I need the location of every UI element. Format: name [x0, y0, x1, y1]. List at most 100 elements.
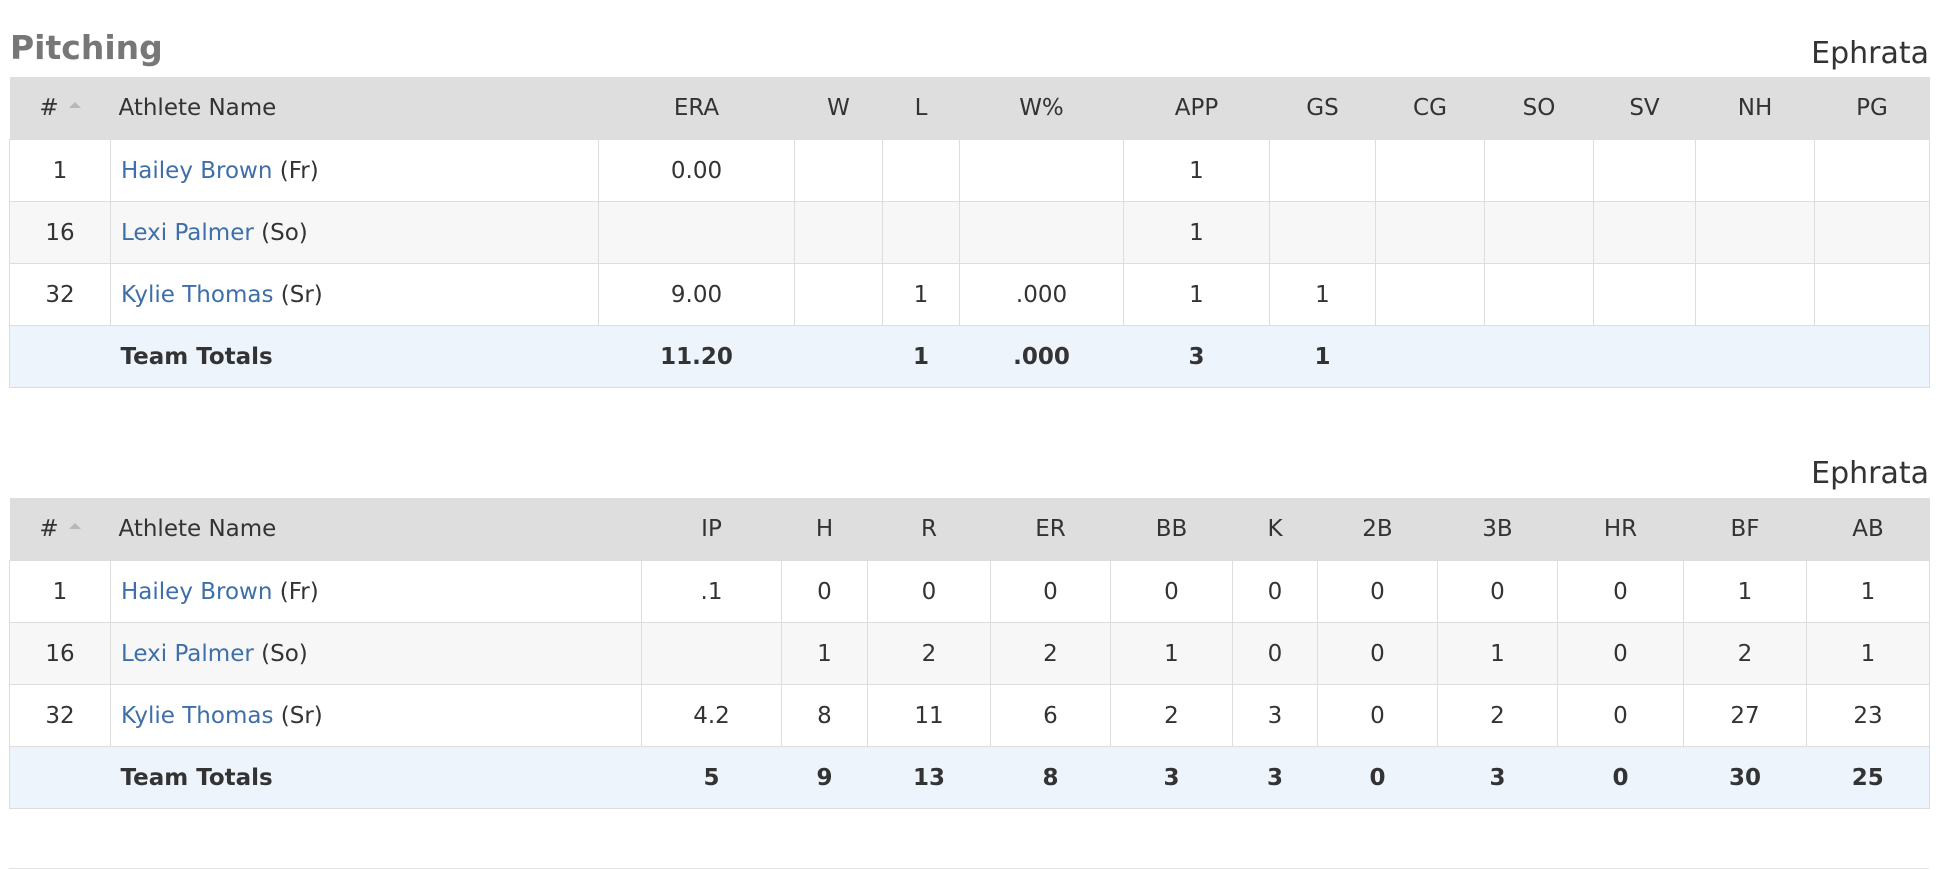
athlete-cell: Kylie Thomas (Sr) — [110, 684, 642, 747]
column-header-k[interactable]: K — [1232, 498, 1318, 561]
total-cell: 3 — [1123, 325, 1270, 388]
stat-cell — [1375, 201, 1485, 264]
stat-cell: 2 — [1683, 622, 1807, 685]
column-header-ip[interactable]: IP — [641, 498, 782, 561]
column-header-sv[interactable]: SV — [1593, 77, 1696, 140]
column-header-h[interactable]: H — [781, 498, 868, 561]
stat-cell: 1 — [1437, 622, 1558, 685]
stat-cell: 2 — [867, 622, 991, 685]
stat-cell: 1 — [1683, 560, 1807, 623]
column-header-era[interactable]: ERA — [598, 77, 795, 140]
stat-cell: 0 — [1317, 684, 1438, 747]
stat-cell — [794, 201, 883, 264]
stat-cell: 0 — [1232, 622, 1318, 685]
totals-spacer — [9, 746, 111, 809]
column-header-nh[interactable]: NH — [1695, 77, 1815, 140]
team-totals-label: Team Totals — [110, 746, 642, 809]
stat-cell: 4.2 — [641, 684, 782, 747]
table-row: 16 Lexi Palmer (So) 1 2 2 1 0 0 1 0 2 1 — [9, 622, 1930, 685]
total-cell: 25 — [1806, 746, 1930, 809]
column-header-number[interactable]: # — [9, 498, 111, 561]
column-header-number[interactable]: # — [9, 77, 111, 140]
athlete-link[interactable]: Lexi Palmer — [121, 219, 254, 246]
column-header-app[interactable]: APP — [1123, 77, 1270, 140]
athlete-link[interactable]: Kylie Thomas — [121, 281, 274, 308]
athlete-link[interactable]: Kylie Thomas — [121, 702, 274, 729]
stat-cell: 1 — [1123, 263, 1270, 326]
total-cell — [1814, 325, 1930, 388]
stat-cell: 3 — [1232, 684, 1318, 747]
stat-cell: 9.00 — [598, 263, 795, 326]
table-row: 32 Kylie Thomas (Sr) 4.2 8 11 6 2 3 0 2 … — [9, 684, 1930, 747]
athlete-link[interactable]: Lexi Palmer — [121, 640, 254, 667]
column-header-athlete-name[interactable]: Athlete Name — [110, 77, 599, 140]
sort-asc-icon[interactable] — [68, 101, 81, 108]
column-header-3b[interactable]: 3B — [1437, 498, 1558, 561]
column-header-l[interactable]: L — [882, 77, 960, 140]
column-header-w[interactable]: W — [794, 77, 883, 140]
column-header-r[interactable]: R — [867, 498, 991, 561]
total-cell: 13 — [867, 746, 991, 809]
column-header-2b[interactable]: 2B — [1317, 498, 1438, 561]
total-cell: 3 — [1232, 746, 1318, 809]
stat-cell — [1484, 139, 1594, 202]
stat-cell: 1 — [781, 622, 868, 685]
athlete-class: (Sr) — [280, 702, 323, 729]
stat-cell — [794, 139, 883, 202]
column-header-bf[interactable]: BF — [1683, 498, 1807, 561]
column-header-so[interactable]: SO — [1484, 77, 1594, 140]
total-cell — [794, 325, 883, 388]
total-cell: 11.20 — [598, 325, 795, 388]
stat-cell: 1 — [1110, 622, 1233, 685]
table-row: 32 Kylie Thomas (Sr) 9.00 1 .000 1 1 — [9, 263, 1930, 326]
stat-cell: 0 — [1110, 560, 1233, 623]
athlete-cell: Lexi Palmer (So) — [110, 622, 642, 685]
table-row: 1 Hailey Brown (Fr) .1 0 0 0 0 0 0 0 0 1… — [9, 560, 1930, 623]
stat-cell — [794, 263, 883, 326]
jersey-number: 32 — [9, 263, 111, 326]
column-header-ab[interactable]: AB — [1806, 498, 1930, 561]
stat-cell: 0 — [1557, 560, 1684, 623]
team-totals-label: Team Totals — [110, 325, 599, 388]
total-cell: 1 — [1269, 325, 1376, 388]
column-header-athlete-name[interactable]: Athlete Name — [110, 498, 642, 561]
stat-cell — [1814, 201, 1930, 264]
column-header-er[interactable]: ER — [990, 498, 1111, 561]
total-cell — [1593, 325, 1696, 388]
column-header-hr[interactable]: HR — [1557, 498, 1684, 561]
team-name: Ephrata — [1811, 36, 1929, 71]
table-row: 1 Hailey Brown (Fr) 0.00 1 — [9, 139, 1930, 202]
stat-cell: 2 — [1110, 684, 1233, 747]
athlete-cell: Kylie Thomas (Sr) — [110, 263, 599, 326]
column-header-pg[interactable]: PG — [1814, 77, 1930, 140]
stat-cell — [1269, 139, 1376, 202]
stat-cell — [1269, 201, 1376, 264]
team-totals-row: Team Totals 11.20 1 .000 3 1 — [9, 325, 1930, 388]
stat-cell: 6 — [990, 684, 1111, 747]
athlete-class: (Fr) — [279, 578, 319, 605]
stat-cell: 0 — [1437, 560, 1558, 623]
stat-cell — [641, 622, 782, 685]
total-cell: 3 — [1437, 746, 1558, 809]
column-header-gs[interactable]: GS — [1269, 77, 1376, 140]
athlete-link[interactable]: Hailey Brown — [121, 157, 273, 184]
column-header-win-pct[interactable]: W% — [959, 77, 1124, 140]
stat-cell — [1484, 263, 1594, 326]
stat-cell — [1593, 263, 1696, 326]
stat-cell: 1 — [1269, 263, 1376, 326]
total-cell: 5 — [641, 746, 782, 809]
sort-asc-icon[interactable] — [68, 522, 81, 529]
stat-cell — [1814, 263, 1930, 326]
jersey-number: 1 — [9, 139, 111, 202]
athlete-cell: Hailey Brown (Fr) — [110, 560, 642, 623]
athlete-class: (Sr) — [280, 281, 323, 308]
athlete-cell: Hailey Brown (Fr) — [110, 139, 599, 202]
header-row: # Athlete Name ERA W L W% APP GS CG SO S… — [9, 77, 1930, 140]
stat-cell: 0 — [1557, 684, 1684, 747]
stat-cell — [959, 201, 1124, 264]
total-cell — [1484, 325, 1594, 388]
column-header-cg[interactable]: CG — [1375, 77, 1485, 140]
athlete-link[interactable]: Hailey Brown — [121, 578, 273, 605]
column-header-bb[interactable]: BB — [1110, 498, 1233, 561]
stat-cell — [1375, 263, 1485, 326]
